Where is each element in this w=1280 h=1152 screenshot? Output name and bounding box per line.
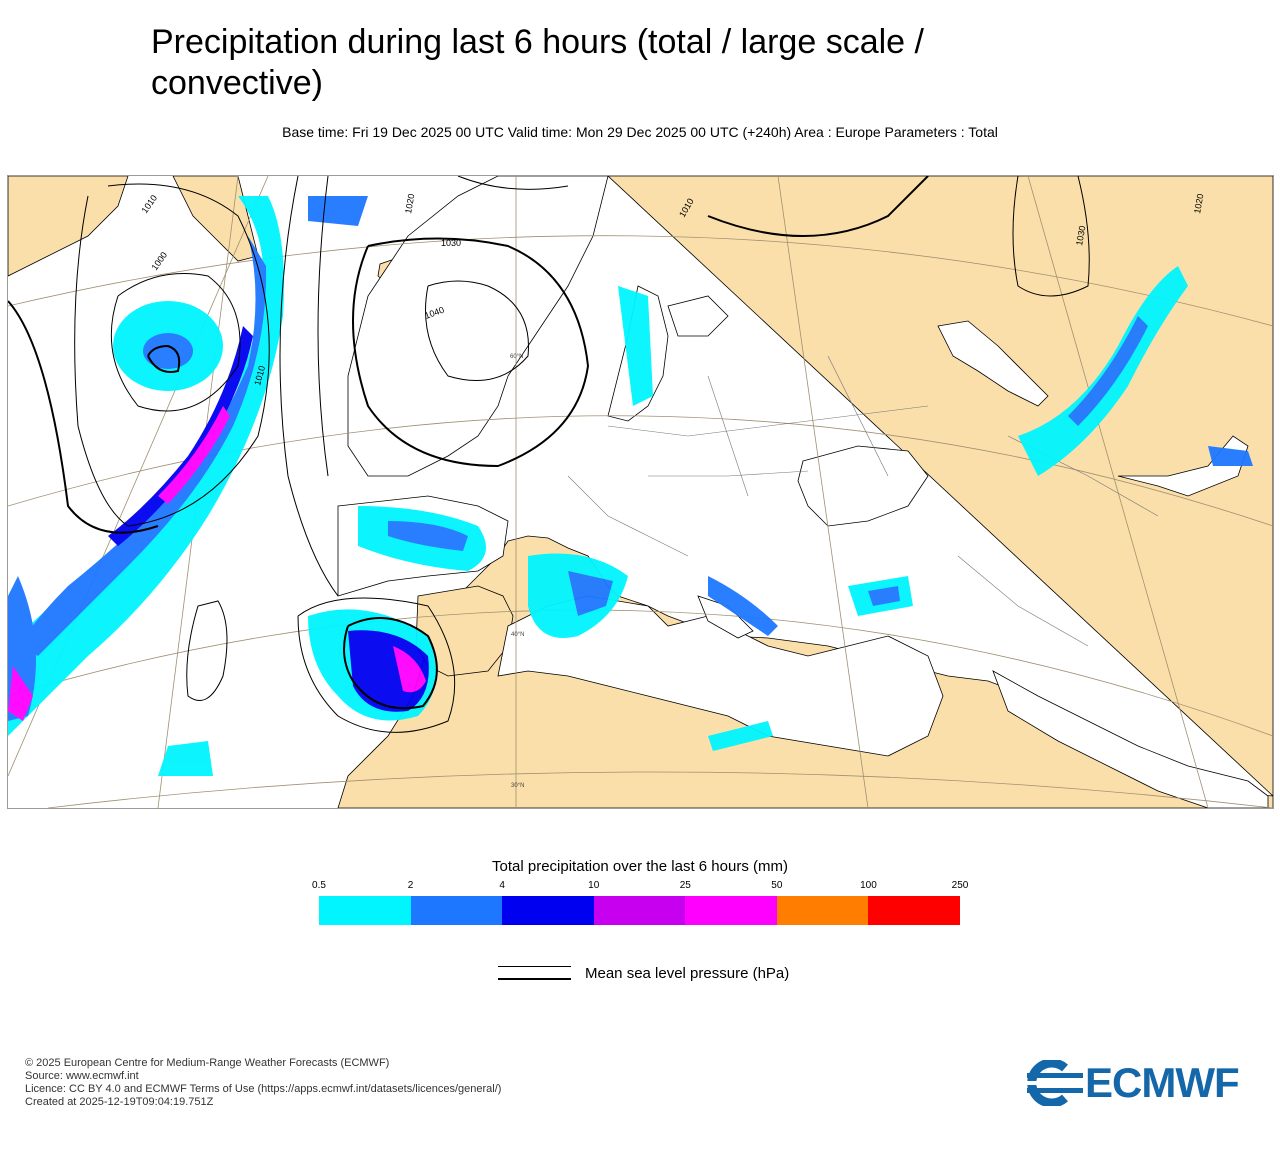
lat-label-40: 40°N xyxy=(511,632,524,638)
ecmwf-logo-icon xyxy=(1027,1058,1083,1108)
legend-tick: 0.5 xyxy=(312,880,326,891)
footer-licence: Licence: CC BY 4.0 and ECMWF Terms of Us… xyxy=(25,1083,502,1095)
ecmwf-logo: ECMWF xyxy=(1027,1058,1257,1108)
legend-color-segment xyxy=(685,896,777,925)
legend-tick: 50 xyxy=(771,880,783,891)
pressure-legend-label: Mean sea level pressure (hPa) xyxy=(585,965,790,982)
isobar-label: 1020 xyxy=(403,193,416,214)
lat-label-30: 30°N xyxy=(511,783,524,789)
legend-colorbar xyxy=(319,896,961,925)
legend-color-segment xyxy=(868,896,961,925)
isobars xyxy=(8,176,1090,733)
pressure-legend: Mean sea level pressure (hPa) xyxy=(498,963,818,983)
map-canvas: 1010 1000 1010 1020 1030 1040 1010 1030 … xyxy=(8,176,1273,808)
isobar-label: 1020 xyxy=(1192,193,1205,214)
isobar-label: 1030 xyxy=(1074,225,1087,246)
legend-title: Total precipitation over the last 6 hour… xyxy=(492,858,788,875)
lat-label-60: 60°N xyxy=(510,354,523,360)
legend-color-segment xyxy=(776,896,869,925)
legend-tick: 25 xyxy=(679,880,691,891)
footer-created: Created at 2025-12-19T09:04:19.751Z xyxy=(25,1096,214,1108)
legend-tick: 4 xyxy=(499,880,505,891)
ecmwf-logo-text: ECMWF xyxy=(1085,1059,1240,1106)
legend-color-segment xyxy=(502,896,594,925)
legend-tick: 10 xyxy=(588,880,600,891)
legend-color-segment xyxy=(410,896,503,925)
legend-tick: 2 xyxy=(407,880,414,891)
isobar-line-symbol xyxy=(498,966,571,980)
footer-copyright: © 2025 European Centre for Medium-Range … xyxy=(25,1057,390,1069)
latitude-labels: 60°N 40°N 30°N xyxy=(510,354,524,789)
legend-tick: 250 xyxy=(951,880,969,891)
legend-tick: 100 xyxy=(860,880,877,891)
chart-subtitle: Base time: Fri 19 Dec 2025 00 UTC Valid … xyxy=(282,124,998,140)
graticule xyxy=(8,176,1273,808)
isobar-label: 1030 xyxy=(441,238,461,248)
legend-color-segment xyxy=(593,896,686,925)
precip-layer xyxy=(8,196,1253,776)
legend-color-segment xyxy=(319,896,411,925)
footer-source: Source: www.ecmwf.int xyxy=(25,1070,139,1082)
precipitation-map[interactable]: 1010 1000 1010 1020 1030 1040 1010 1030 … xyxy=(7,175,1274,809)
sea-layer xyxy=(337,176,1269,808)
legend-ticks: 0.5 2 4 10 25 50 100 250 xyxy=(312,880,968,894)
footer-credits: © 2025 European Centre for Medium-Range … xyxy=(25,1057,501,1109)
borders xyxy=(567,355,1159,647)
chart-title: Precipitation during last 6 hours (total… xyxy=(151,23,924,102)
